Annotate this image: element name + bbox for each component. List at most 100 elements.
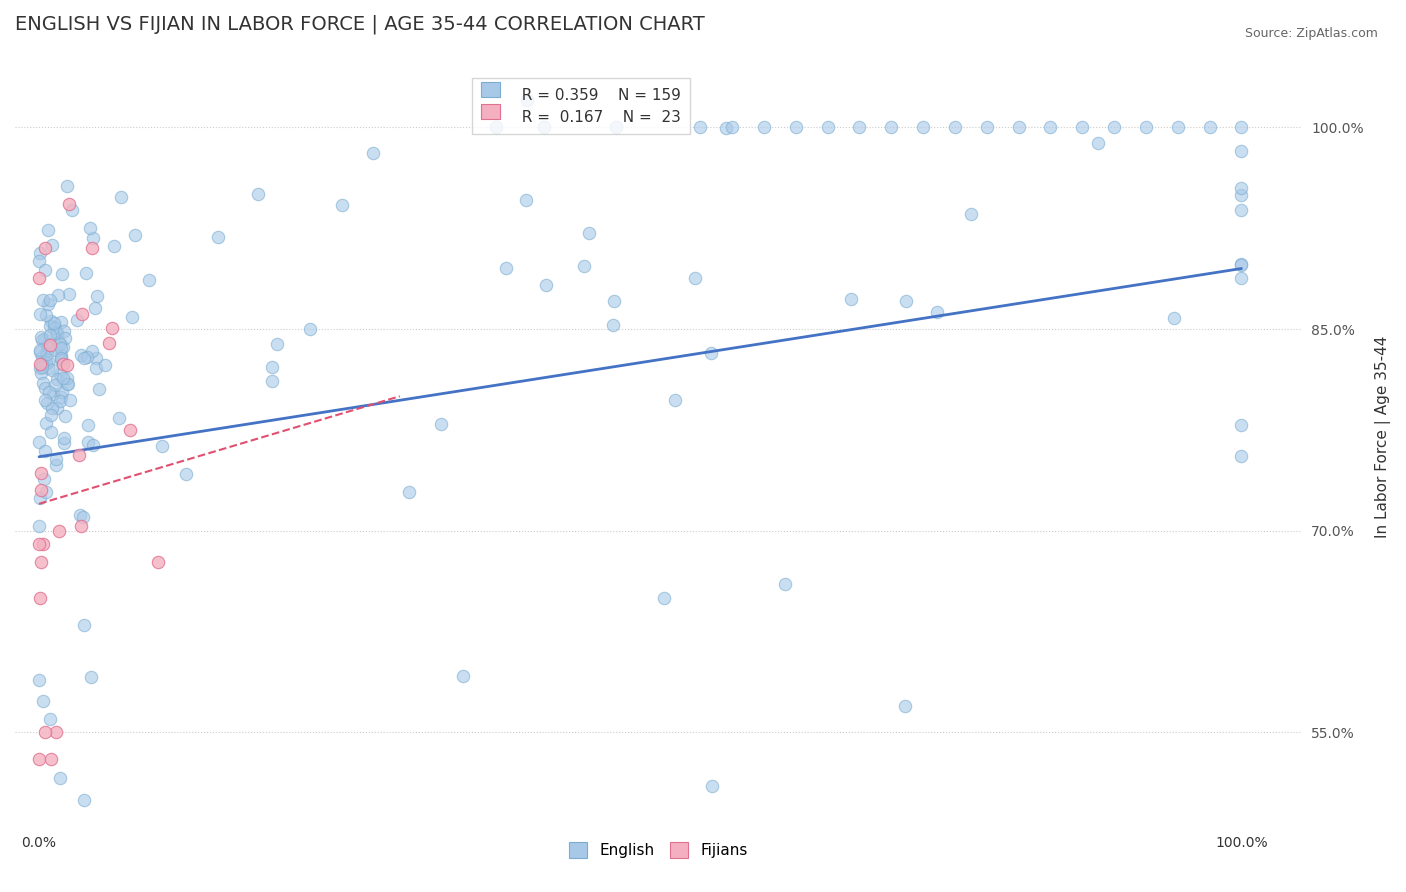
Point	[246, 186, 269, 201]
Point	[52, 324, 75, 338]
Point	[28, 307, 51, 321]
Point	[101, 321, 124, 335]
Point	[30, 491, 52, 505]
Point	[38, 385, 60, 400]
Point	[1135, 120, 1157, 135]
Point	[41, 362, 63, 376]
Point	[46, 326, 69, 341]
Point	[28, 591, 51, 606]
Point	[42, 321, 65, 335]
Point	[41, 238, 63, 252]
Point	[39, 314, 62, 328]
Point	[1198, 120, 1220, 135]
Point	[451, 669, 474, 683]
Point	[31, 333, 53, 347]
Point	[495, 261, 517, 276]
Point	[73, 792, 96, 806]
Point	[31, 351, 53, 365]
Point	[38, 327, 60, 342]
Point	[752, 120, 775, 135]
Point	[148, 555, 170, 569]
Point	[30, 361, 52, 376]
Point	[572, 259, 595, 273]
Point	[45, 451, 67, 466]
Point	[689, 120, 711, 135]
Point	[73, 617, 96, 632]
Point	[602, 318, 624, 333]
Point	[110, 190, 132, 204]
Point	[103, 239, 125, 253]
Point	[664, 393, 686, 408]
Point	[49, 394, 72, 409]
Point	[49, 353, 72, 368]
Point	[30, 483, 52, 497]
Point	[138, 273, 160, 287]
Point	[55, 370, 77, 384]
Point	[605, 120, 627, 135]
Point	[56, 376, 79, 391]
Point	[361, 145, 384, 160]
Point	[39, 337, 62, 351]
Point	[37, 222, 59, 236]
Point	[943, 120, 966, 135]
Point	[60, 202, 83, 217]
Point	[485, 120, 508, 135]
Point	[37, 347, 59, 361]
Point	[893, 698, 915, 713]
Point	[49, 336, 72, 351]
Point	[34, 381, 56, 395]
Point	[533, 120, 555, 135]
Point	[59, 393, 82, 408]
Point	[38, 293, 60, 308]
Point	[1167, 120, 1189, 135]
Point	[82, 438, 104, 452]
Point	[80, 344, 103, 359]
Point	[716, 120, 738, 135]
Point	[30, 555, 52, 569]
Point	[41, 401, 63, 415]
Point	[56, 358, 79, 372]
Point	[46, 288, 69, 302]
Point	[45, 725, 67, 739]
Point	[1039, 120, 1062, 135]
Point	[46, 326, 69, 340]
Point	[108, 410, 131, 425]
Point	[32, 472, 55, 486]
Point	[28, 752, 51, 766]
Point	[42, 316, 65, 330]
Point	[34, 392, 56, 407]
Point	[52, 357, 75, 371]
Point	[44, 320, 66, 334]
Point	[34, 356, 56, 370]
Point	[31, 359, 53, 374]
Point	[94, 358, 117, 372]
Point	[37, 354, 59, 368]
Point	[28, 245, 51, 260]
Point	[86, 289, 108, 303]
Point	[32, 694, 55, 708]
Point	[75, 266, 97, 280]
Point	[39, 337, 62, 351]
Point	[34, 725, 56, 739]
Point	[87, 383, 110, 397]
Point	[84, 361, 107, 376]
Point	[150, 439, 173, 453]
Point	[48, 335, 70, 350]
Point	[35, 416, 58, 430]
Point	[39, 408, 62, 422]
Point	[1007, 120, 1029, 135]
Point	[35, 345, 58, 359]
Point	[66, 313, 89, 327]
Point	[516, 94, 538, 108]
Legend:   R = 0.359    N = 159,   R =  0.167    N =  23: R = 0.359 N = 159, R = 0.167 N = 23	[472, 78, 690, 134]
Point	[28, 271, 51, 285]
Point	[839, 292, 862, 306]
Point	[785, 120, 807, 135]
Point	[82, 231, 104, 245]
Point	[34, 262, 56, 277]
Point	[44, 343, 66, 357]
Point	[34, 241, 56, 255]
Point	[1230, 449, 1253, 463]
Point	[1230, 144, 1253, 158]
Point	[30, 343, 52, 357]
